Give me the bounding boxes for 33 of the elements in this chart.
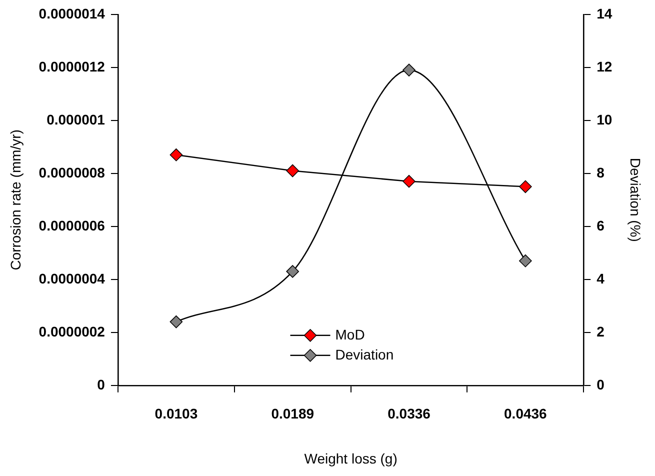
y-axis-title: Corrosion rate (mm/yr) <box>7 130 24 270</box>
point <box>286 164 299 178</box>
x-tick-label: 0.0336 <box>388 406 431 422</box>
point <box>519 180 532 194</box>
y-tick-label: 0.0000012 <box>38 58 106 74</box>
y-tick-label: 0.0000004 <box>38 270 106 286</box>
y-tick-label: 0.0000014 <box>38 5 106 22</box>
legend-label: Deviation <box>335 346 394 362</box>
point <box>519 254 532 268</box>
x-tick-label: 0.0189 <box>271 406 314 422</box>
y2-tick-label: 0 <box>596 376 605 392</box>
y-tick-label: 0.000001 <box>46 111 106 128</box>
y2-tick-label: 2 <box>596 323 605 340</box>
y2-tick-label: 4 <box>596 270 605 286</box>
y-tick-label: 0 <box>97 376 106 392</box>
y2-tick-label: 14 <box>596 5 612 22</box>
y-tick-label: 0.0000006 <box>38 217 106 234</box>
x-tick-label: 0.0436 <box>504 406 548 422</box>
point <box>170 315 183 328</box>
point <box>402 64 416 76</box>
legend-label: MoD <box>335 326 365 342</box>
point <box>170 148 183 162</box>
x-tick-label: 0.0103 <box>154 406 198 422</box>
x-axis-title: Weight loss (g) <box>304 450 398 466</box>
point <box>402 174 416 188</box>
y2-axis-title: Deviation (%) <box>628 158 644 242</box>
y2-tick-label: 8 <box>596 164 605 180</box>
y2-tick-label: 6 <box>596 217 605 234</box>
point <box>286 265 299 278</box>
y2-tick-label: 12 <box>596 58 612 74</box>
y2-tick-label: 10 <box>596 111 612 128</box>
y-tick-label: 0.0000002 <box>38 323 106 340</box>
y-tick-label: 0.0000008 <box>38 164 106 180</box>
